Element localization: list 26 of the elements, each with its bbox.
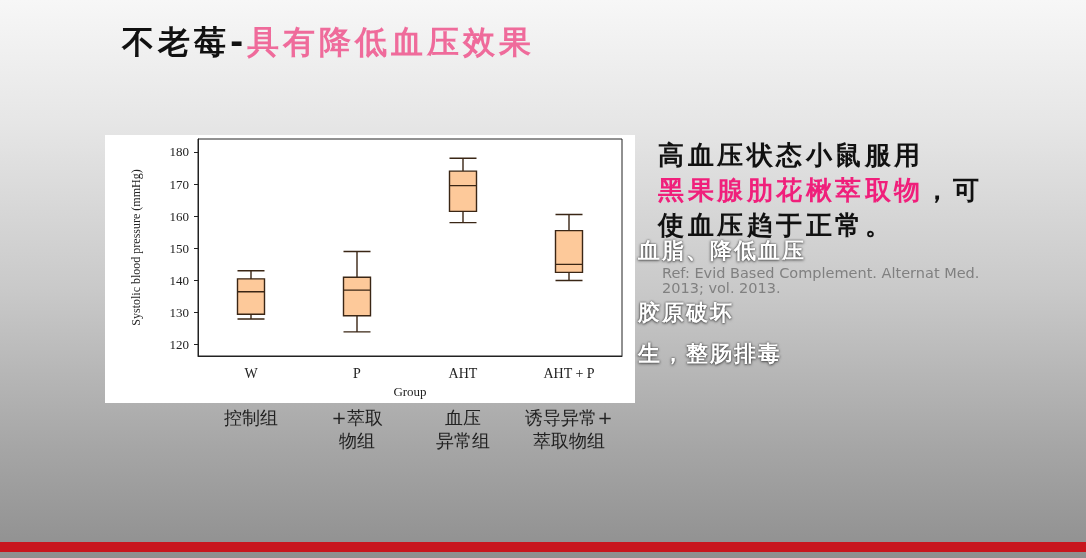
text: +萃取物组	[331, 406, 383, 452]
x-tick-label: W	[244, 365, 259, 381]
text: 控制组	[224, 406, 278, 429]
y-tick-label: 180	[169, 144, 189, 160]
text: 胶原破坏	[638, 300, 734, 326]
y-tick-label: 130	[169, 305, 189, 321]
text: ，可	[923, 174, 983, 207]
text: 生，整肠排毒	[638, 341, 782, 367]
y-tick-label: 160	[169, 208, 189, 224]
x-axis-title: Group	[393, 384, 427, 399]
text: 诱导异常+萃取物组	[525, 406, 613, 452]
y-tick-label: 120	[169, 337, 189, 353]
x-tick-label: AHT + P	[543, 365, 595, 381]
x-tick-label: AHT	[448, 365, 478, 381]
text: 血压异常组	[436, 406, 490, 452]
y-axis-title: Systolic blood pressure (mmHg)	[129, 169, 143, 326]
text: 高血压状态小鼠服用	[658, 139, 924, 172]
text: 血脂、降低血压	[638, 238, 806, 264]
y-tick-label: 140	[169, 272, 189, 288]
y-tick-label: 150	[169, 240, 189, 256]
y-tick-label: 170	[169, 176, 189, 192]
text: 黑果腺肋花楸萃取物	[658, 174, 924, 207]
x-tick-label: P	[353, 365, 362, 381]
text: Ref: Evid Based Complement. Alternat Med. 2013; vol. 2013.	[662, 265, 981, 296]
text: 使血压趋于正常。	[658, 209, 894, 240]
chart-title: 不老莓-具有降低血压效果	[122, 23, 536, 61]
